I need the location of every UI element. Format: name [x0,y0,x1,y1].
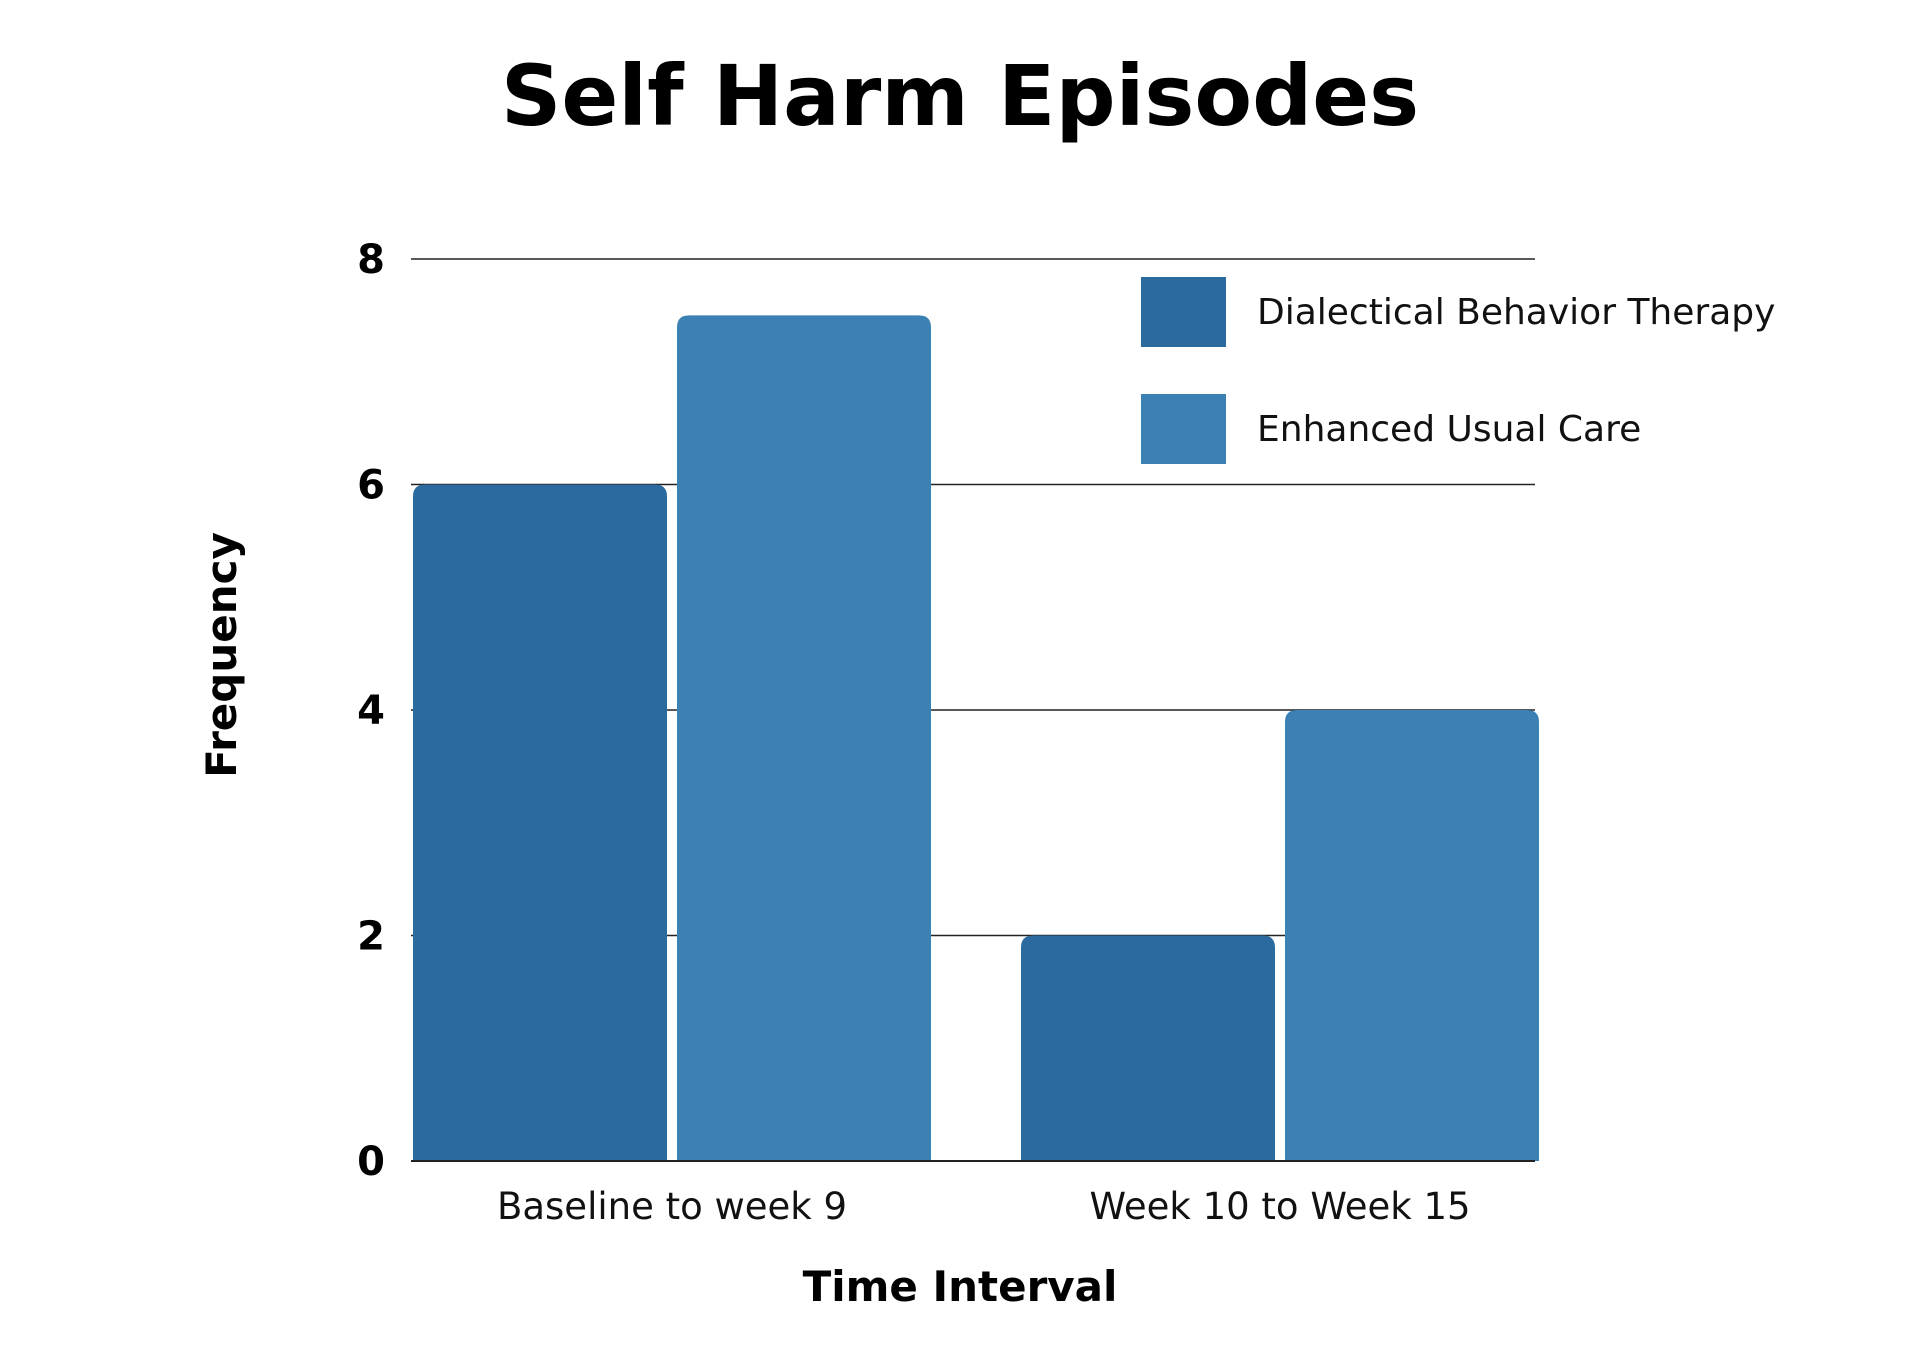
legend-label: Enhanced Usual Care [1257,409,1641,450]
x-axis-title: Time Interval [803,1262,1118,1311]
chart-title: Self Harm Episodes [501,47,1419,145]
y-tick-label: 2 [357,914,385,960]
y-tick-label: 0 [357,1139,385,1185]
legend: Dialectical Behavior Therapy Enhanced Usu… [1141,277,1775,464]
y-tick-label: 6 [357,463,385,509]
bars [411,315,1539,1162]
x-axis-ticks: Baseline to week 9 Week 10 to Week 15 [497,1185,1471,1228]
bar-euc-2 [1285,710,1539,1161]
y-axis-ticks: 0 2 4 6 8 [357,237,385,1185]
legend-swatch [1141,394,1226,464]
y-tick-label: 4 [357,688,385,734]
y-tick-label: 8 [357,237,385,283]
bar-euc-1 [677,315,931,1161]
x-tick-label: Week 10 to Week 15 [1089,1185,1470,1228]
x-tick-label: Baseline to week 9 [497,1185,847,1228]
bar-dbt-1 [413,484,667,1161]
legend-swatch [1141,277,1226,347]
y-axis-title: Frequency [197,532,246,778]
legend-label: Dialectical Behavior Therapy [1257,292,1775,333]
bar-dbt-2 [1021,935,1275,1161]
